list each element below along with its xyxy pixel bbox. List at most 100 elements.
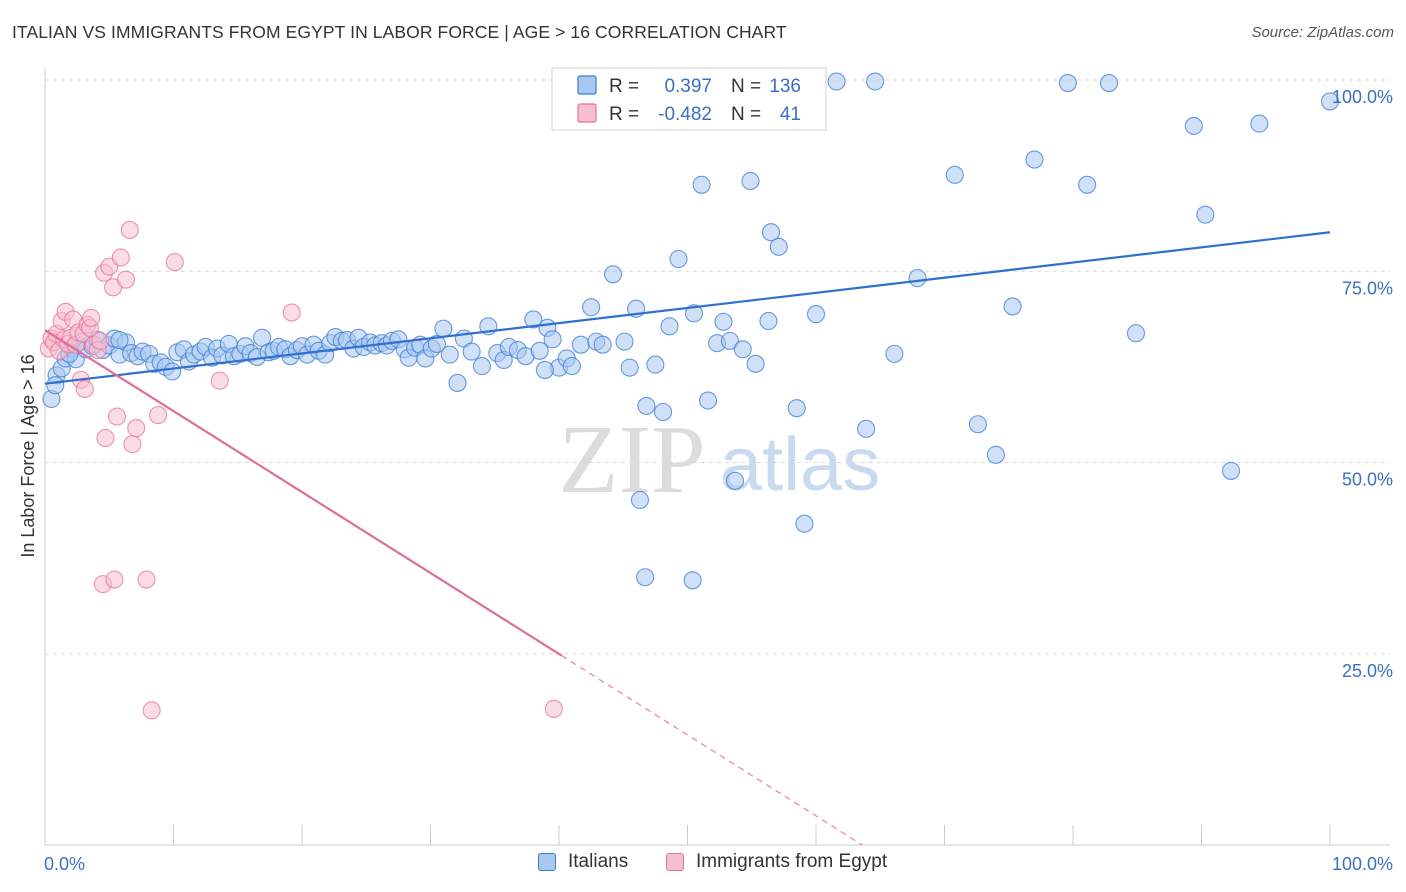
point-italians [1196,205,1215,224]
x-tick-label: 0.0% [44,854,85,874]
point-italians [725,471,745,490]
point-italians [593,335,612,354]
point-italians [571,335,590,354]
point-italians [582,298,601,317]
point-italians [440,345,459,364]
point-egypt [75,380,94,399]
point-italians [699,391,718,410]
point-italians [1099,74,1119,93]
point-italians [660,317,679,336]
point-italians [654,402,673,422]
point-italians [448,373,467,392]
point-italians [163,362,182,381]
point-italians [720,331,739,350]
point-egypt [96,428,115,448]
watermark-atlas: atlas [720,422,881,507]
point-italians [543,330,562,349]
y-tick-labels: 25.0% 50.0% 75.0% 100.0% [1332,87,1393,681]
trend-line-egypt [44,329,563,657]
y-tick-label: 75.0% [1342,278,1393,298]
point-italians [630,490,650,510]
series-legend: Italians Immigrants from Egypt [0,851,1406,879]
trend-lines [44,231,1331,846]
point-italians [908,269,927,288]
x-tick-label: 100.0% [1332,854,1393,874]
point-egypt [544,699,563,718]
point-italians [615,332,634,351]
point-italians [684,304,703,323]
x-tick-labels: 0.0% 100.0% [44,854,1393,874]
point-italians [683,571,702,590]
point-italians [1320,92,1340,111]
point-italians [746,354,765,373]
point-italians [827,72,846,91]
point-egypt [82,308,101,327]
point-italians [603,265,623,284]
legend-swatch-egypt [577,103,597,123]
legend-item-egypt: Immigrants from Egypt [666,851,887,873]
point-egypt [116,270,136,289]
point-italians [1222,461,1241,480]
point-italians [472,357,491,376]
axes [44,68,1390,846]
chart-title: ITALIAN VS IMMIGRANTS FROM EGYPT IN LABO… [12,22,787,42]
y-axis-label: In Labor Force | Age > 16 [18,354,38,557]
point-italians [1078,175,1097,194]
legend-n-label-2: N = [731,104,761,125]
point-italians [945,165,964,184]
legend-r-value-2: -0.482 [658,104,712,125]
source-credit: Source: ZipAtlas.com [1251,24,1394,41]
gridlines [45,79,1390,655]
point-italians [434,319,453,338]
point-italians [669,249,688,269]
point-italians [806,305,826,324]
point-italians [524,310,543,329]
point-egypt [105,570,124,589]
y-tick-label: 100.0% [1332,87,1393,107]
legend-swatch-italians-bottom [538,853,556,871]
point-italians [530,341,549,360]
point-italians [1058,74,1077,93]
point-italians [1126,324,1146,343]
series-egypt-points [39,220,563,720]
point-egypt [111,248,130,267]
point-italians [692,175,711,194]
point-italians [787,399,806,418]
point-italians [986,445,1005,464]
point-italians [761,223,781,242]
legend-label-egypt: Immigrants from Egypt [696,851,888,872]
legend-r-value-1: 0.397 [664,76,712,97]
point-egypt [165,253,184,272]
legend-r-label-1: R = [609,76,639,97]
legend-label-italians: Italians [568,851,629,872]
point-egypt [91,331,110,350]
point-italians [535,360,554,379]
point-italians [646,355,665,374]
point-italians [733,340,752,359]
point-egypt [127,419,146,438]
trend-line-egypt-extrapolated [561,655,863,846]
point-egypt [107,407,127,426]
point-italians [462,342,481,361]
legend-item-italians: Italians [538,851,628,873]
point-italians [866,72,885,91]
stats-legend: R = 0.397 N = 136 R = -0.482 N = 41 [551,67,827,131]
point-italians [620,358,639,377]
point-italians [1250,114,1269,133]
point-italians [857,419,876,438]
point-italians [769,237,788,256]
point-egypt [142,701,161,720]
point-italians [636,568,655,587]
point-italians [741,171,760,191]
point-egypt [149,406,168,425]
point-italians [110,331,129,350]
point-egypt [137,570,156,589]
legend-swatch-egypt-bottom [666,853,684,871]
point-italians [46,376,65,395]
point-egypt [282,303,301,322]
point-italians [714,312,733,331]
point-italians [1184,116,1203,135]
watermark: ZIP atlas [559,406,881,514]
point-italians [562,357,581,376]
